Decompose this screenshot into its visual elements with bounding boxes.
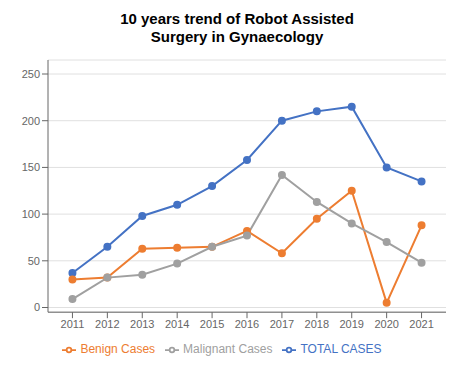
svg-text:0: 0 (34, 301, 40, 313)
svg-text:100: 100 (22, 208, 40, 220)
svg-text:2017: 2017 (270, 318, 294, 330)
svg-text:2016: 2016 (235, 318, 259, 330)
svg-text:2020: 2020 (374, 318, 398, 330)
svg-text:2013: 2013 (130, 318, 154, 330)
svg-text:2021: 2021 (409, 318, 433, 330)
html-text:Benign Cases: Benign Cases (80, 342, 156, 357)
svg-text:2015: 2015 (200, 318, 224, 330)
html-text:TOTAL CASES: TOTAL CASES (300, 342, 382, 357)
svg-text:2018: 2018 (305, 318, 329, 330)
html-text:Malignant Cases: Malignant Cases (183, 342, 273, 357)
html-text:10 years trend of Robot Assist: 10 years trend of Robot Assisted (120, 10, 354, 27)
svg-text:150: 150 (22, 161, 40, 173)
svg-text:2011: 2011 (61, 318, 85, 330)
svg-text:2014: 2014 (165, 318, 189, 330)
svg-text:200: 200 (22, 115, 40, 127)
svg-text:2019: 2019 (339, 318, 363, 330)
html-text:Surgery in Gynaecology: Surgery in Gynaecology (150, 28, 324, 45)
svg-text:50: 50 (28, 255, 40, 267)
svg-text:2012: 2012 (95, 318, 119, 330)
svg-text:250: 250 (22, 68, 40, 80)
